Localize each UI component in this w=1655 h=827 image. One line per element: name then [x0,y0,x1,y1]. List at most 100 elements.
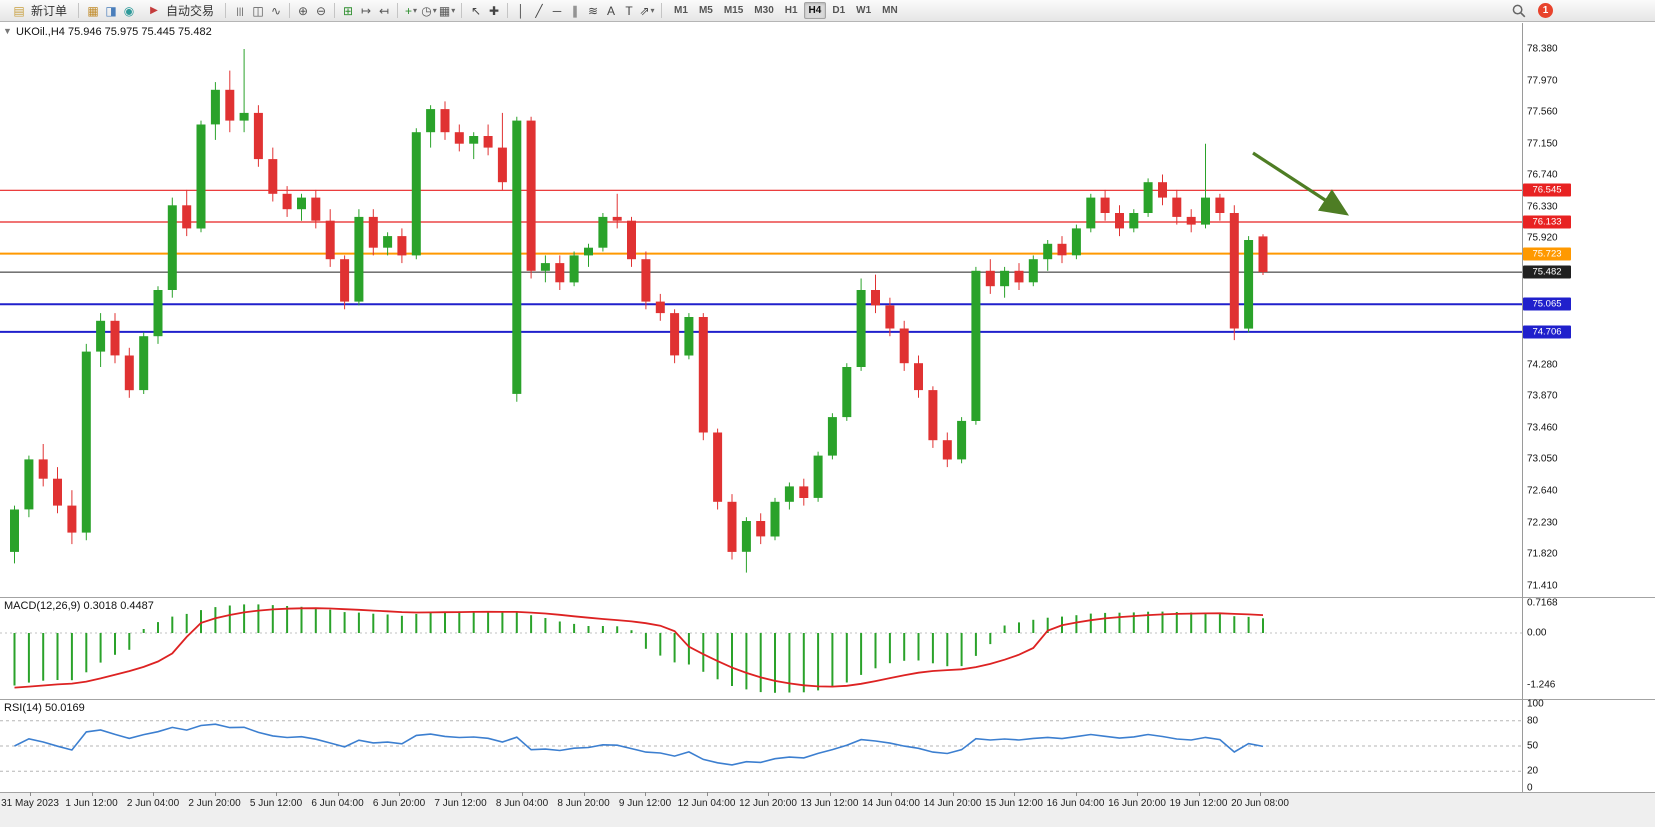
time-axis[interactable] [0,792,1655,827]
new-order-button[interactable]: ▤ 新订单 [4,1,73,20]
toolbar-separator [225,3,227,18]
auto-scroll-icon[interactable]: ↦ [361,3,372,18]
toolbar-separator [461,3,463,18]
timeframe-m15-button[interactable]: M15 [723,5,744,16]
time-axis-label: 16 Jun 04:00 [1046,798,1105,809]
time-axis-tick [337,792,339,796]
time-axis-label: 12 Jun 20:00 [739,798,797,809]
candlestick-chart-icon[interactable]: ◫ [252,3,264,18]
time-axis-label: 5 Jun 12:00 [249,798,303,809]
template-dropdown[interactable]: ▦ ▾ [438,3,456,18]
macd-pane-separator[interactable] [0,597,1655,598]
price-tick-label: 73.460 [1527,422,1558,434]
rsi-value: 50.0169 [44,702,85,714]
rsi-label: RSI(14) 50.0169 [4,702,85,714]
horizontal-line-icon[interactable]: ─ [552,3,562,18]
navigator-icon[interactable]: ◉ [123,3,135,18]
trend-arrow-annotation[interactable] [1252,151,1350,216]
cursor-icon[interactable]: ↖ [471,3,482,18]
chart-menu-icon[interactable]: ▼ [3,26,12,36]
time-axis-tick [214,792,216,796]
time-axis-tick [276,792,277,796]
toolbar-separator [289,3,291,18]
rsi-scale-label: 100 [1527,698,1544,710]
timeframe-m1-button[interactable]: M1 [674,5,688,16]
chart-shift-icon[interactable]: ↤ [379,3,390,18]
text-label-icon[interactable]: T [625,3,633,18]
bar-chart-icon[interactable]: ||| [236,5,244,16]
time-axis-tick [583,792,585,796]
data-window-icon[interactable]: ◨ [105,3,117,18]
notification-badge[interactable]: 1 [1538,3,1553,18]
toolbar-separator [507,3,509,18]
price-tick-label: 73.870 [1527,390,1558,402]
price-tick-label: 73.050 [1527,453,1558,465]
toolbar-separator [661,3,663,18]
timeframe-m30-button[interactable]: M30 [754,5,774,16]
rsi-scale-label: 50 [1527,740,1539,752]
timeframe-mn-button[interactable]: MN [882,5,898,16]
price-tick-label: 71.410 [1527,580,1558,592]
time-axis-tick [706,792,708,796]
time-axis-tick [829,792,831,796]
time-axis-tick [30,792,31,796]
zoom-in-icon[interactable]: ⊕ [298,3,309,18]
price-tick-label: 77.150 [1527,138,1558,150]
time-axis-label: 14 Jun 20:00 [923,798,982,809]
price-tick-label: 72.640 [1527,485,1558,497]
timeframe-m5-button[interactable]: M5 [698,5,713,16]
rsi-scale-label: 80 [1527,715,1539,727]
time-axis-tick [399,792,400,796]
new-order-icon: ▤ [13,3,25,18]
timeframe-d1-button[interactable]: D1 [832,5,846,16]
time-axis-label: 14 Jun 04:00 [862,798,920,809]
price-tick-label: 74.280 [1527,359,1558,371]
search-icon[interactable] [1510,2,1528,20]
autotrading-icon: ▶ [150,4,158,16]
rsi-pane-separator[interactable] [0,699,1655,700]
fibonacci-icon[interactable]: ≋ [588,3,599,18]
period-dropdown[interactable]: ◷ ▾ [421,3,437,18]
timeframe-h1-button[interactable]: H1 [784,5,798,16]
autotrading-button[interactable]: ▶ 自动交易 [139,1,220,20]
equidistant-channel-icon[interactable]: ∥ [572,3,579,18]
arrows-dropdown[interactable]: ⇗ ▾ [639,3,655,18]
time-axis-label: 15 Jun 12:00 [985,798,1043,809]
text-icon[interactable]: A [607,3,616,18]
trendline-icon[interactable]: ╱ [535,3,543,18]
line-chart-icon[interactable]: ∿ [271,3,282,18]
current-price-badge: 75.482 [1523,265,1571,279]
price-tick-label: 78.380 [1527,43,1558,55]
crosshair-icon[interactable]: ✚ [489,3,500,18]
main-toolbar: ▤ 新订单 ▦ ◨ ◉ ▶ 自动交易 ||| ◫ ∿ ⊕ ⊖ ⊞ ↦ ↤ + ▾ ◷ ▾ ▦ ▾ ↖ ✚ │ ╱ ─ ∥… [0,0,1655,22]
time-axis-tick [1260,792,1261,796]
chart-area[interactable]: ▼ UKOil.,H4 75.946 75.975 75.445 75.482 … [0,23,1655,827]
new-order-label: 新订单 [31,4,68,18]
time-axis-tick [1198,792,1200,796]
macd-scale-label: -1.246 [1527,679,1556,691]
timeframe-w1-button[interactable]: W1 [856,5,872,16]
time-axis-tick [1014,792,1015,796]
timeframe-h4-button[interactable]: H4 [803,2,827,19]
tile-windows-icon[interactable]: ⊞ [343,3,354,18]
price-level-lines [0,189,1522,333]
window-icons-group: ▦ ◨ ◉ [84,2,138,20]
price-tick-label: 77.970 [1527,75,1558,87]
arrows-dropdown-caret: ▾ [650,5,655,15]
time-axis-label: 13 Jun 12:00 [800,798,859,809]
price-tick-label: 71.820 [1527,548,1558,560]
price-tick-label: 75.920 [1527,232,1558,244]
chart-canvas [0,49,1522,772]
time-axis-label: 8 Jun 20:00 [557,798,610,809]
vertical-line-icon[interactable]: │ [517,3,525,18]
price-tick-label: 72.230 [1527,517,1558,528]
price-level-badge: 75.723 [1523,247,1571,261]
time-axis-label: 6 Jun 20:00 [372,798,426,809]
market-watch-icon[interactable]: ▦ [87,3,99,18]
zoom-out-icon[interactable]: ⊖ [316,3,327,18]
price-tick-label: 76.330 [1527,201,1558,213]
toolbar-separator [397,3,399,18]
macd-main-value: 0.3018 [83,600,118,612]
add-indicator-dropdown[interactable]: + ▾ [405,3,418,18]
